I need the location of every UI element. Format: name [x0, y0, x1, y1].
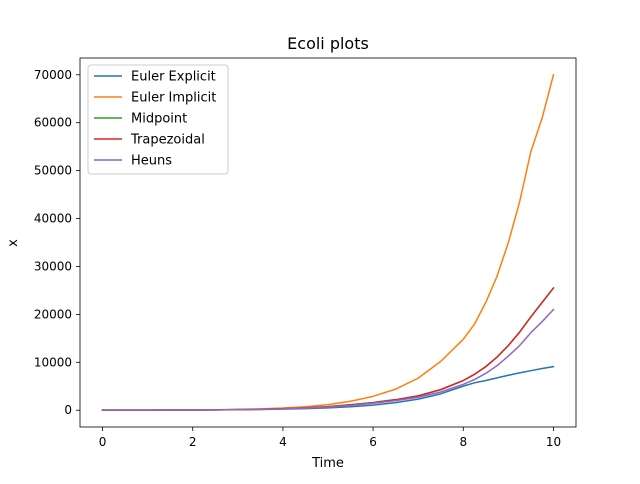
y-tick-label: 70000 [34, 68, 72, 82]
series-line-heuns [101, 308, 555, 411]
legend-box [87, 64, 229, 175]
y-tick-label: 50000 [34, 164, 72, 178]
legend: Euler Explicit Euler Implicit Midpoint Trap… [87, 64, 229, 175]
y-tick-label: 30000 [34, 259, 72, 273]
legend-label: Midpoint [131, 112, 187, 127]
x-tick-label: 0 [99, 435, 107, 449]
axes-layer: 0 2 4 6 8 10 0 10000 20000 30000 40000 50000 60000 70… [34, 57, 577, 449]
series-layer [101, 73, 555, 411]
plot-frame [79, 57, 577, 428]
x-tick-label: 2 [189, 435, 197, 449]
y-tick-label: 10000 [34, 355, 72, 369]
y-tick-label: 60000 [34, 116, 72, 130]
legend-label: Trapezoidal [130, 133, 205, 148]
legend-label: Heuns [131, 154, 172, 169]
y-tick-label: 40000 [34, 212, 72, 226]
legend-label: Euler Explicit [131, 70, 216, 85]
x-axis-label: Time [311, 456, 344, 471]
x-tick-label: 6 [369, 435, 377, 449]
x-tick-label: 8 [459, 435, 467, 449]
y-tick-label: 0 [64, 403, 72, 417]
y-axis-label: x [6, 239, 21, 247]
x-tick-label: 4 [279, 435, 287, 449]
x-tick-label: 10 [546, 435, 561, 449]
chart-title: Ecoli plots [287, 34, 369, 53]
legend-label: Euler Implicit [131, 91, 216, 106]
y-tick-label: 20000 [34, 307, 72, 321]
